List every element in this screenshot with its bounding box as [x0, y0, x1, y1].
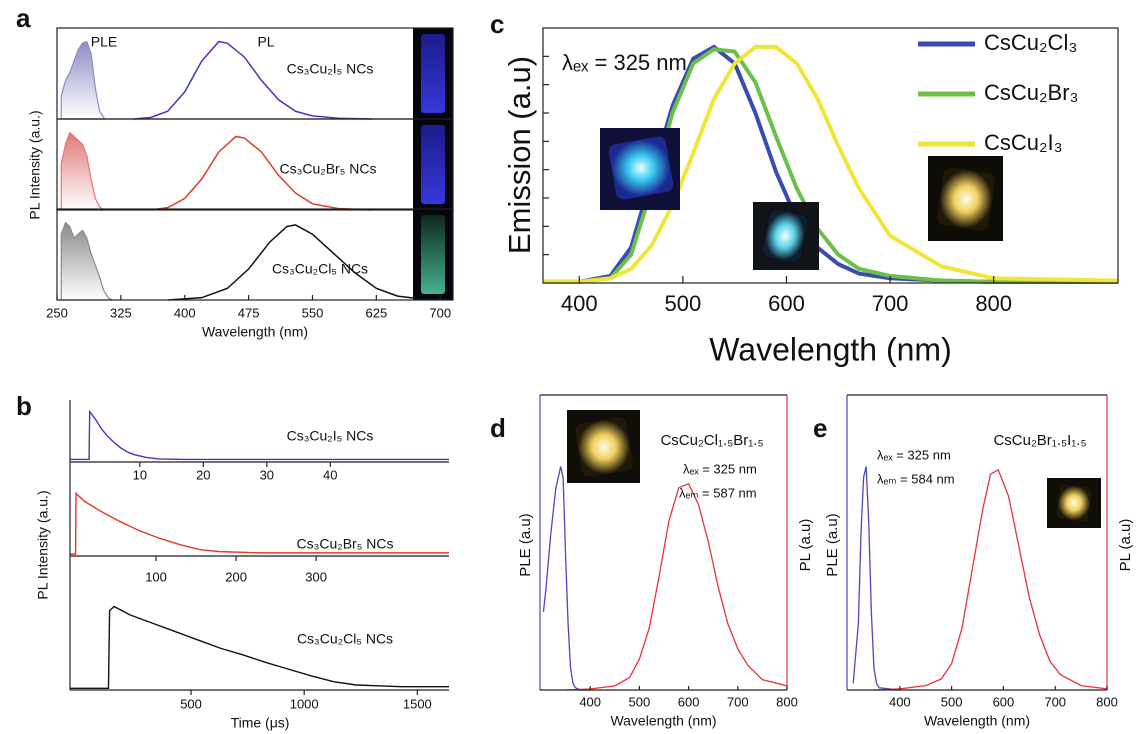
emission-line	[543, 47, 1118, 284]
x-tick-label: 500	[941, 694, 963, 709]
y-axis-label: Emission (a.u)	[502, 56, 537, 254]
x-tick-label: 400	[889, 694, 911, 709]
x-tick-label: 20	[196, 467, 210, 482]
annotation: λₑₓ = 325 nm	[683, 461, 757, 476]
x-axis-label: Time (μs)	[231, 715, 290, 731]
emission-line	[543, 44, 1119, 284]
decay-line	[70, 491, 449, 555]
photo-glow	[608, 136, 674, 200]
x-tick-label: 600	[993, 694, 1015, 709]
x-tick-label: 1500	[403, 696, 432, 711]
x-tick-label: 1000	[290, 696, 319, 711]
x-axis-label: Wavelength (nm)	[709, 331, 951, 367]
x-tick-label: 200	[225, 569, 247, 584]
x-tick-label: 300	[305, 569, 327, 584]
photo-glow	[1056, 484, 1092, 522]
x-tick-label: 250	[46, 305, 68, 320]
x-tick-label: 100	[145, 569, 167, 584]
annotation: λₑₘ = 584 nm	[877, 471, 955, 486]
legend-label: CsCu₂I₃	[984, 130, 1063, 155]
x-tick-label: 30	[260, 467, 274, 482]
x-tick-label: 400	[174, 305, 196, 320]
row-label: Cs₃Cu₂I₅ NCs	[287, 61, 374, 77]
x-tick-label: 800	[1096, 694, 1118, 709]
row-label: Cs₃Cu₂Br₅ NCs	[280, 161, 377, 177]
plot-frame	[542, 27, 1119, 284]
panel-title: CsCu₂Br₁.₅I₁.₅	[993, 432, 1086, 449]
pl-line	[133, 40, 373, 120]
x-tick-label: 475	[238, 305, 260, 320]
panel-label: e	[813, 413, 827, 443]
y-axis-label: PLE (a.u)	[517, 513, 534, 576]
decay-line	[70, 409, 449, 461]
photo-insets	[567, 128, 1101, 528]
x-tick-label: 325	[110, 305, 132, 320]
legend-label: CsCu₂Cl₃	[984, 30, 1077, 55]
pl-line	[150, 135, 373, 211]
panel-label: d	[490, 413, 506, 443]
row-label: Cs₃Cu₂Cl₅ NCs	[272, 261, 368, 277]
ple-area	[60, 40, 105, 120]
x-tick-label: 500	[180, 696, 202, 711]
annotation: λₑₓ = 325 nm	[562, 50, 687, 75]
row-label: Cs₃Cu₂Br₅ NCs	[297, 536, 394, 552]
x-tick-label: 800	[975, 291, 1012, 316]
annotation: λₑₓ = 325 nm	[877, 447, 951, 462]
panel-label: b	[16, 391, 32, 421]
x-tick-label: 400	[561, 291, 598, 316]
x-tick-label: 10	[133, 467, 147, 482]
spectrum-line	[542, 466, 591, 691]
decay-line	[70, 605, 449, 690]
spectrum-line	[565, 482, 788, 691]
x-tick-label: 40	[323, 467, 337, 482]
photo-glow	[762, 210, 808, 262]
annotation: PLE	[91, 34, 117, 50]
y2-axis-label: PL (a.u)	[797, 519, 814, 572]
x-tick-label: 550	[302, 305, 324, 320]
x-tick-label: 600	[768, 291, 805, 316]
x-tick-label: 500	[629, 694, 651, 709]
panel-title: CsCu₂Cl₁.₅Br₁.₅	[660, 432, 763, 449]
x-tick-label: 700	[429, 305, 451, 320]
x-tick-label: 625	[366, 305, 388, 320]
photo-glow	[937, 167, 995, 231]
annotation: λₑₘ = 587 nm	[679, 485, 757, 500]
x-tick-label: 600	[678, 694, 700, 709]
x-tick-label: 700	[872, 291, 909, 316]
x-tick-label: 800	[776, 694, 798, 709]
legend-label: CsCu₂Br₃	[984, 80, 1079, 105]
spectrum-line	[873, 468, 1108, 691]
x-tick-label: 500	[665, 291, 702, 316]
x-axis-label: Wavelength (nm)	[202, 324, 308, 340]
y-axis-label: PL Intensity (a.u.)	[27, 110, 43, 219]
x-axis-label: Wavelength (nm)	[924, 713, 1030, 729]
y2-axis-label: PL (a.u)	[1117, 519, 1134, 572]
pl-line	[167, 224, 424, 301]
panel-label: c	[490, 9, 504, 39]
x-tick-label: 700	[1044, 694, 1066, 709]
vial	[421, 125, 445, 204]
row-label: Cs₃Cu₂I₅ NCs	[287, 428, 374, 444]
x-tick-label: 400	[579, 694, 601, 709]
photo-glow	[574, 417, 634, 477]
y-axis-label: PL Intensity (a.u.)	[35, 490, 51, 599]
row-frame	[56, 118, 454, 211]
row-frame	[56, 208, 454, 301]
y-axis-label: PLE (a.u)	[824, 513, 841, 576]
spectrum-line	[852, 466, 900, 691]
ple-area	[60, 221, 113, 301]
x-axis-label: Wavelength (nm)	[610, 713, 716, 729]
ple-area	[60, 131, 106, 211]
annotation: PL	[257, 34, 274, 50]
vial	[421, 34, 445, 113]
vial	[421, 215, 445, 294]
x-tick-label: 700	[727, 694, 749, 709]
row-label: Cs₃Cu₂Cl₅ NCs	[297, 631, 393, 647]
panel-label: a	[16, 3, 31, 33]
